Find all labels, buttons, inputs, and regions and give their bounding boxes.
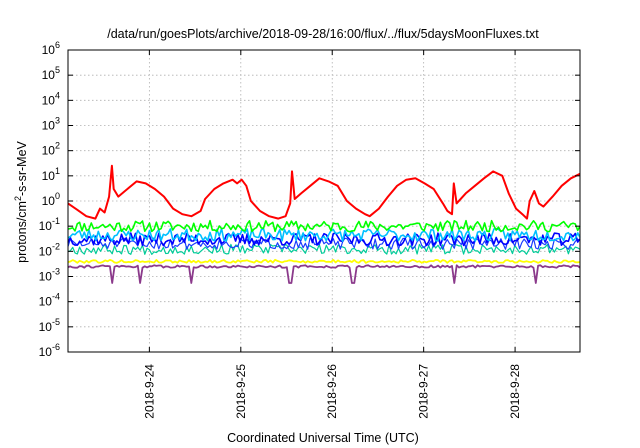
series-line bbox=[67, 227, 581, 242]
y-tick-label: 103 bbox=[42, 116, 60, 133]
y-tick-label: 102 bbox=[42, 141, 60, 158]
series-group bbox=[67, 164, 581, 284]
y-tick-label: 100 bbox=[42, 191, 60, 208]
x-tick-label: 2018-9-28 bbox=[508, 364, 522, 419]
y-axis-label-rest: -s-sr-MeV bbox=[15, 140, 29, 196]
y-tick-label: 106 bbox=[42, 40, 60, 57]
series-line bbox=[67, 237, 581, 250]
x-axis-label: Coordinated Universal Time (UTC) bbox=[227, 431, 419, 445]
y-tick-label: 10-2 bbox=[39, 241, 60, 258]
series-line bbox=[67, 264, 581, 284]
y-tick-label: 10-6 bbox=[39, 342, 60, 359]
y-axis: 10-6 10-5 10-4 10-3 10-2 10-1 100 101 102 103 104 1… bbox=[39, 40, 580, 359]
y-axis-label-sup: 2 bbox=[13, 196, 23, 201]
x-tick-label: 2018-9-24 bbox=[142, 364, 156, 419]
series-line bbox=[67, 258, 581, 264]
x-axis: 2018-9-24 2018-9-25 2018-9-26 2018-9-27 2018… bbox=[142, 50, 522, 419]
y-tick-label: 10-1 bbox=[39, 216, 60, 233]
series-line bbox=[67, 243, 581, 255]
y-axis-label-base: protons/cm bbox=[15, 201, 29, 263]
x-tick-label: 2018-9-26 bbox=[325, 364, 339, 419]
series-line bbox=[67, 164, 581, 220]
x-tick-label: 2018-9-25 bbox=[234, 364, 248, 419]
y-tick-label: 104 bbox=[42, 90, 60, 107]
y-tick-label: 10-3 bbox=[39, 267, 60, 284]
series-line bbox=[67, 219, 581, 233]
x-tick-label: 2018-9-27 bbox=[417, 364, 431, 419]
y-tick-label: 101 bbox=[42, 166, 60, 183]
y-tick-label: 105 bbox=[42, 65, 60, 82]
y-tick-label: 10-4 bbox=[39, 292, 60, 309]
chart-title: /data/run/goesPlots/archive/2018-09-28/1… bbox=[107, 27, 539, 41]
y-axis-label: protons/cm2-s-sr-MeV bbox=[13, 140, 29, 262]
y-tick-label: 10-5 bbox=[39, 317, 60, 334]
grid bbox=[68, 50, 580, 352]
